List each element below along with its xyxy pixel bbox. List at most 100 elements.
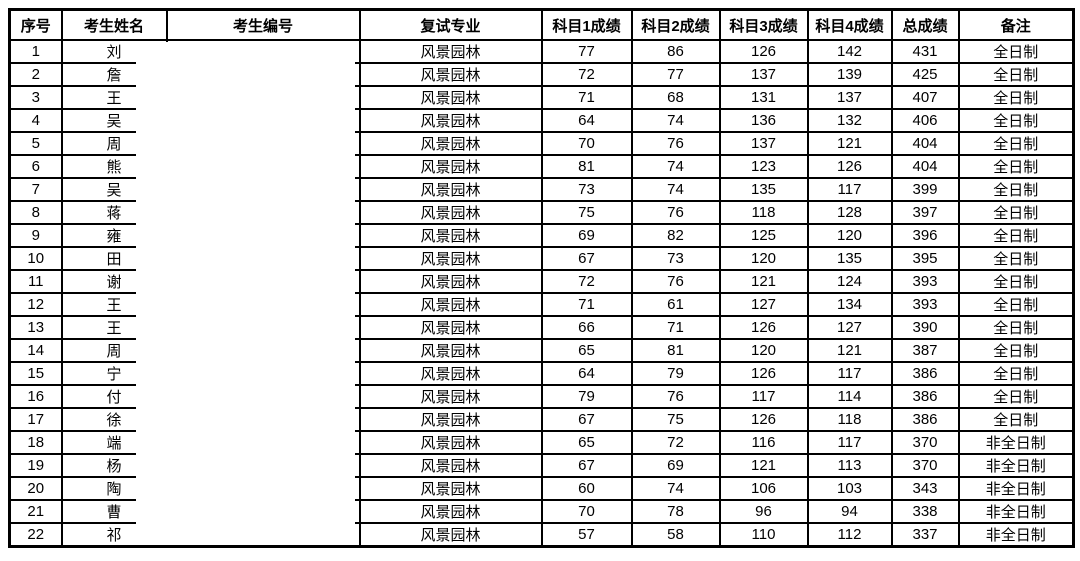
cell-s2: 74 (630, 476, 721, 501)
header-s4: 科目4成绩 (806, 8, 893, 41)
cell-major: 风景园林 (358, 200, 543, 225)
cell-s2: 78 (630, 499, 721, 524)
cell-s3: 136 (718, 108, 809, 133)
cell-total: 370 (890, 453, 960, 478)
cell-s3: 126 (718, 39, 809, 64)
header-major: 复试专业 (358, 8, 543, 41)
cell-s2: 68 (630, 85, 721, 110)
cell-s2: 76 (630, 131, 721, 156)
cell-note: 全日制 (957, 338, 1075, 363)
cell-note: 全日制 (957, 361, 1075, 386)
cell-total: 406 (890, 108, 960, 133)
cell-s1: 73 (540, 177, 633, 202)
cell-no: 15 (8, 361, 63, 386)
cell-s1: 71 (540, 292, 633, 317)
cell-note: 全日制 (957, 223, 1075, 248)
cell-note: 非全日制 (957, 430, 1075, 455)
cell-s1: 64 (540, 108, 633, 133)
cell-no: 9 (8, 223, 63, 248)
cell-total: 431 (890, 39, 960, 64)
cell-s2: 73 (630, 246, 721, 271)
cell-major: 风景园林 (358, 338, 543, 363)
cell-s1: 57 (540, 522, 633, 548)
header-total: 总成绩 (890, 8, 960, 41)
cell-no: 19 (8, 453, 63, 478)
cell-no: 22 (8, 522, 63, 548)
cell-s4: 103 (806, 476, 893, 501)
cell-note: 非全日制 (957, 453, 1075, 478)
cell-no: 1 (8, 39, 63, 64)
cell-s1: 72 (540, 269, 633, 294)
cell-note: 全日制 (957, 177, 1075, 202)
cell-s3: 121 (718, 453, 809, 478)
cell-s1: 70 (540, 131, 633, 156)
cell-s1: 77 (540, 39, 633, 64)
cell-note: 全日制 (957, 131, 1075, 156)
cell-s4: 126 (806, 154, 893, 179)
cell-major: 风景园林 (358, 407, 543, 432)
cell-total: 393 (890, 292, 960, 317)
cell-major: 风景园林 (358, 223, 543, 248)
cell-note: 全日制 (957, 108, 1075, 133)
cell-major: 风景园林 (358, 292, 543, 317)
cell-s1: 70 (540, 499, 633, 524)
cell-s3: 126 (718, 407, 809, 432)
cell-total: 407 (890, 85, 960, 110)
cell-s2: 76 (630, 200, 721, 225)
header-s1: 科目1成绩 (540, 8, 633, 41)
cell-note: 全日制 (957, 384, 1075, 409)
cell-s4: 132 (806, 108, 893, 133)
cell-major: 风景园林 (358, 384, 543, 409)
cell-major: 风景园林 (358, 108, 543, 133)
cell-total: 399 (890, 177, 960, 202)
cell-s1: 75 (540, 200, 633, 225)
cell-s2: 79 (630, 361, 721, 386)
cell-no: 10 (8, 246, 63, 271)
cell-note: 非全日制 (957, 476, 1075, 501)
cell-s4: 117 (806, 430, 893, 455)
cell-s2: 76 (630, 269, 721, 294)
cell-s3: 125 (718, 223, 809, 248)
cell-s3: 127 (718, 292, 809, 317)
cell-no: 20 (8, 476, 63, 501)
cell-s4: 127 (806, 315, 893, 340)
cell-total: 343 (890, 476, 960, 501)
cell-major: 风景园林 (358, 154, 543, 179)
cell-major: 风景园林 (358, 361, 543, 386)
cell-s4: 117 (806, 361, 893, 386)
cell-no: 12 (8, 292, 63, 317)
header-name: 考生姓名 (60, 8, 168, 41)
cell-s1: 65 (540, 338, 633, 363)
cell-s2: 86 (630, 39, 721, 64)
cell-s3: 116 (718, 430, 809, 455)
cell-major: 风景园林 (358, 39, 543, 64)
cell-s4: 121 (806, 131, 893, 156)
cell-s2: 74 (630, 177, 721, 202)
cell-s1: 64 (540, 361, 633, 386)
cell-no: 5 (8, 131, 63, 156)
cell-s4: 117 (806, 177, 893, 202)
cell-s4: 124 (806, 269, 893, 294)
cell-s2: 76 (630, 384, 721, 409)
cell-s1: 72 (540, 62, 633, 87)
cell-s1: 66 (540, 315, 633, 340)
cell-s3: 110 (718, 522, 809, 548)
cell-s3: 123 (718, 154, 809, 179)
cell-s4: 128 (806, 200, 893, 225)
cell-major: 风景园林 (358, 85, 543, 110)
cell-s2: 75 (630, 407, 721, 432)
cell-s3: 96 (718, 499, 809, 524)
cell-total: 393 (890, 269, 960, 294)
table-row: 16 付风景园林 79 76 117 114 386 全日制 (8, 384, 1075, 409)
cell-s1: 79 (540, 384, 633, 409)
cell-note: 全日制 (957, 407, 1075, 432)
cell-s1: 69 (540, 223, 633, 248)
cell-major: 风景园林 (358, 246, 543, 271)
cell-note: 全日制 (957, 39, 1075, 64)
cell-s2: 77 (630, 62, 721, 87)
cell-note: 非全日制 (957, 522, 1075, 548)
table-row: 5 周风景园林 70 76 137 121 404 全日制 (8, 131, 1075, 156)
cell-s1: 71 (540, 85, 633, 110)
cell-s4: 137 (806, 85, 893, 110)
cell-note: 全日制 (957, 269, 1075, 294)
